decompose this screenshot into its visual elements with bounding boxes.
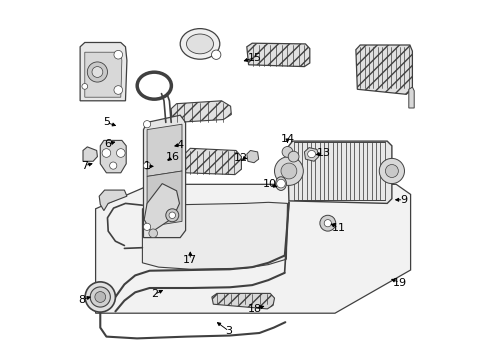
Circle shape <box>102 149 111 157</box>
Polygon shape <box>147 171 182 227</box>
Text: 3: 3 <box>226 326 233 336</box>
Polygon shape <box>143 202 288 269</box>
Circle shape <box>144 121 151 128</box>
Circle shape <box>114 86 122 94</box>
Text: 13: 13 <box>317 148 330 158</box>
Circle shape <box>320 215 336 231</box>
Polygon shape <box>144 115 186 238</box>
Polygon shape <box>100 140 126 173</box>
Circle shape <box>144 162 151 169</box>
Polygon shape <box>409 87 414 108</box>
Polygon shape <box>304 148 319 161</box>
Polygon shape <box>247 150 259 163</box>
Circle shape <box>95 292 106 302</box>
Circle shape <box>212 50 221 59</box>
Ellipse shape <box>187 34 214 54</box>
Ellipse shape <box>180 29 220 59</box>
Text: 9: 9 <box>400 195 407 205</box>
Circle shape <box>324 220 331 227</box>
Circle shape <box>288 151 299 162</box>
Circle shape <box>114 50 122 59</box>
Text: 14: 14 <box>280 134 294 144</box>
Polygon shape <box>85 52 122 97</box>
Circle shape <box>149 229 157 238</box>
Circle shape <box>82 84 88 89</box>
Text: 11: 11 <box>332 222 345 233</box>
Circle shape <box>386 165 398 177</box>
Polygon shape <box>99 190 127 211</box>
Circle shape <box>282 147 293 157</box>
Polygon shape <box>184 148 242 175</box>
Text: 7: 7 <box>81 161 88 171</box>
Circle shape <box>274 157 303 185</box>
Circle shape <box>169 212 175 219</box>
Circle shape <box>85 282 116 312</box>
Circle shape <box>117 149 125 157</box>
Circle shape <box>281 163 297 179</box>
Polygon shape <box>144 184 179 232</box>
Circle shape <box>92 67 103 77</box>
Text: 15: 15 <box>248 53 262 63</box>
Polygon shape <box>288 141 392 203</box>
Circle shape <box>166 209 179 222</box>
Text: 1: 1 <box>144 161 150 171</box>
Text: 16: 16 <box>166 152 180 162</box>
Text: 18: 18 <box>248 304 262 314</box>
Text: 12: 12 <box>234 153 248 163</box>
Text: 2: 2 <box>151 289 158 300</box>
Circle shape <box>379 158 404 184</box>
Polygon shape <box>96 184 411 313</box>
Circle shape <box>87 62 107 82</box>
Circle shape <box>144 223 151 230</box>
Text: 6: 6 <box>104 139 111 149</box>
Circle shape <box>277 179 285 188</box>
Circle shape <box>90 287 110 307</box>
Polygon shape <box>147 124 182 176</box>
Text: 17: 17 <box>183 255 197 265</box>
Polygon shape <box>83 147 98 161</box>
Polygon shape <box>80 42 127 101</box>
Ellipse shape <box>308 150 316 158</box>
Polygon shape <box>212 293 274 309</box>
Polygon shape <box>356 45 413 94</box>
Polygon shape <box>247 43 310 67</box>
Polygon shape <box>171 101 231 127</box>
Text: 19: 19 <box>393 278 407 288</box>
Text: 8: 8 <box>79 294 86 305</box>
Circle shape <box>110 162 117 169</box>
Text: 4: 4 <box>176 140 184 150</box>
Text: 5: 5 <box>103 117 110 127</box>
Ellipse shape <box>275 177 286 190</box>
Text: 10: 10 <box>263 179 276 189</box>
